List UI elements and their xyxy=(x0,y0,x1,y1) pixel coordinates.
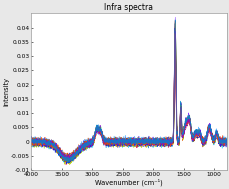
X-axis label: Wavenumber (cm⁻¹): Wavenumber (cm⁻¹) xyxy=(95,178,162,186)
Title: Infra spectra: Infra spectra xyxy=(104,3,153,12)
Y-axis label: Intensity: Intensity xyxy=(3,77,9,106)
